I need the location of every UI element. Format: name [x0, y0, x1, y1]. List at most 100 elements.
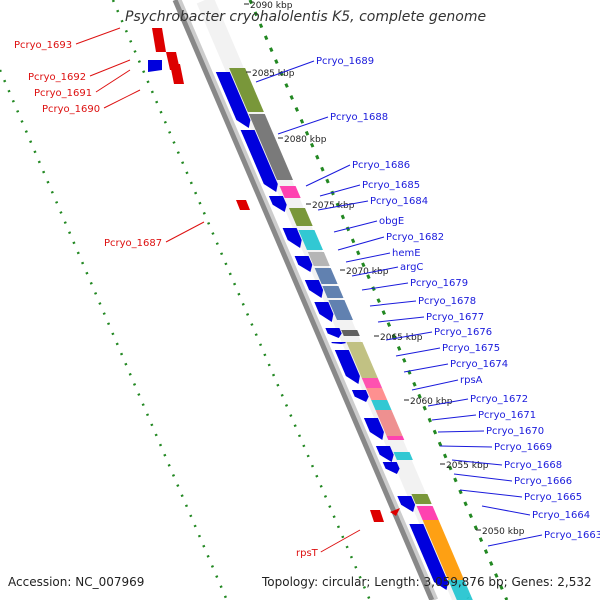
reverse-gene-leader — [75, 27, 121, 45]
forward-gene-label: Pcryo_1670 — [486, 426, 544, 437]
forward-gene-label: Pcryo_1679 — [410, 278, 468, 289]
forward-gene-label: Pcryo_1676 — [434, 327, 492, 338]
feature-box — [393, 452, 413, 460]
forward-gene-label: argC — [400, 262, 423, 273]
forward-gene-label: Pcryo_1675 — [442, 343, 500, 354]
forward-gene-arrow — [363, 418, 384, 440]
feature-box — [314, 268, 338, 284]
forward-gene-arrow — [409, 524, 449, 590]
forward-gene-leader — [277, 116, 329, 135]
feature-box — [416, 506, 439, 520]
forward-gene-leader — [345, 252, 391, 263]
forward-gene-label: Pcryo_1686 — [352, 160, 410, 171]
feature-box — [371, 400, 392, 410]
forward-gene-leader — [317, 200, 369, 211]
feature-box — [422, 520, 465, 580]
kbp-marker-label: 2085 kbp — [252, 69, 295, 79]
feature-box — [307, 252, 330, 266]
reverse-gene-leader — [103, 89, 141, 109]
reverse-gene-leader — [165, 221, 205, 243]
forward-gene-label: Pcryo_1664 — [532, 510, 590, 521]
feature-box — [346, 342, 378, 378]
feature-box — [375, 410, 403, 436]
feature-box — [229, 68, 264, 112]
kbp-marker-label: 2075 kbp — [312, 201, 355, 211]
forward-gene-leader — [411, 379, 459, 391]
reverse-gene-label: Pcryo_1687 — [104, 238, 162, 249]
forward-gene-arrow — [148, 60, 162, 72]
topology-text: Topology: circular; Length: 3,059,876 bp… — [262, 575, 592, 589]
forward-gene-arrow — [325, 328, 342, 338]
feature-box — [248, 114, 293, 180]
kbp-marker-label: 2050 kbp — [482, 527, 525, 537]
outer-left-tick-track — [0, 69, 228, 600]
forward-gene-arrow — [331, 342, 346, 344]
feature-box — [361, 378, 383, 388]
feature-box — [411, 494, 432, 504]
reverse-gene-leader — [89, 59, 131, 77]
forward-gene-arrow — [397, 496, 416, 512]
forward-gene-label: Pcryo_1672 — [470, 394, 528, 405]
forward-gene-arrow — [351, 390, 369, 402]
reverse-gene-arrow — [152, 28, 166, 52]
feature-box — [328, 300, 353, 320]
reverse-gene-leader — [95, 69, 131, 93]
outer-right-tick-track — [248, 0, 509, 600]
forward-gene-label: obgE — [379, 216, 404, 227]
forward-gene-leader — [337, 236, 385, 251]
kbp-marker-label: 2090 kbp — [250, 1, 293, 11]
kbp-marker-label: 2060 kbp — [410, 397, 453, 407]
forward-gene-leader — [481, 505, 531, 516]
forward-gene-leader — [319, 184, 361, 197]
forward-gene-leader — [453, 473, 513, 482]
feature-box — [322, 286, 344, 298]
forward-gene-label: Pcryo_1668 — [504, 460, 562, 471]
reverse-gene-label: Pcryo_1691 — [34, 88, 92, 99]
feature-box — [341, 330, 360, 336]
forward-gene-leader — [377, 316, 425, 323]
forward-gene-label: Pcryo_1684 — [370, 196, 428, 207]
reverse-gene-arrow — [370, 510, 384, 522]
reverse-gene-arrow — [170, 64, 184, 84]
forward-gene-arrow — [304, 280, 324, 298]
feature-box — [386, 436, 405, 440]
forward-gene-label: Pcryo_1663 — [544, 530, 600, 541]
reverse-gene-arrow — [236, 200, 250, 210]
forward-gene-leader — [451, 459, 503, 466]
forward-gene-leader — [369, 300, 417, 307]
forward-gene-arrow — [294, 256, 313, 272]
forward-gene-arrow — [314, 302, 334, 322]
forward-gene-leader — [427, 398, 469, 407]
forward-gene-arrow — [282, 228, 302, 248]
forward-gene-label: Pcryo_1677 — [426, 312, 484, 323]
feature-box — [279, 186, 301, 198]
forward-gene-leader — [385, 331, 433, 341]
reverse-gene-arrow — [390, 508, 400, 516]
feature-box — [298, 230, 323, 250]
reverse-gene-label: rpsT — [296, 548, 319, 559]
forward-gene-label: Pcryo_1666 — [514, 476, 572, 487]
feature-box — [289, 208, 313, 226]
forward-gene-arrow — [375, 446, 394, 462]
forward-gene-label: Pcryo_1682 — [386, 232, 444, 243]
forward-gene-label: Pcryo_1688 — [330, 112, 388, 123]
feature-box — [366, 388, 388, 400]
reverse-gene-label: Pcryo_1693 — [14, 40, 72, 51]
forward-gene-leader — [255, 60, 315, 83]
forward-gene-leader — [431, 414, 477, 421]
forward-gene-arrow — [268, 196, 287, 212]
reverse-gene-label: Pcryo_1690 — [42, 104, 100, 115]
forward-gene-leader — [333, 220, 378, 233]
forward-gene-leader — [459, 489, 523, 498]
forward-gene-label: hemE — [392, 248, 421, 259]
forward-gene-label: Pcryo_1674 — [450, 359, 508, 370]
forward-gene-label: Pcryo_1669 — [494, 442, 552, 453]
forward-gene-label: Pcryo_1685 — [362, 180, 420, 191]
forward-gene-leader — [395, 347, 441, 357]
forward-gene-label: Pcryo_1678 — [418, 296, 476, 307]
forward-gene-leader — [305, 164, 351, 187]
forward-gene-label: Pcryo_1665 — [524, 492, 582, 503]
forward-gene-leader — [437, 430, 485, 433]
